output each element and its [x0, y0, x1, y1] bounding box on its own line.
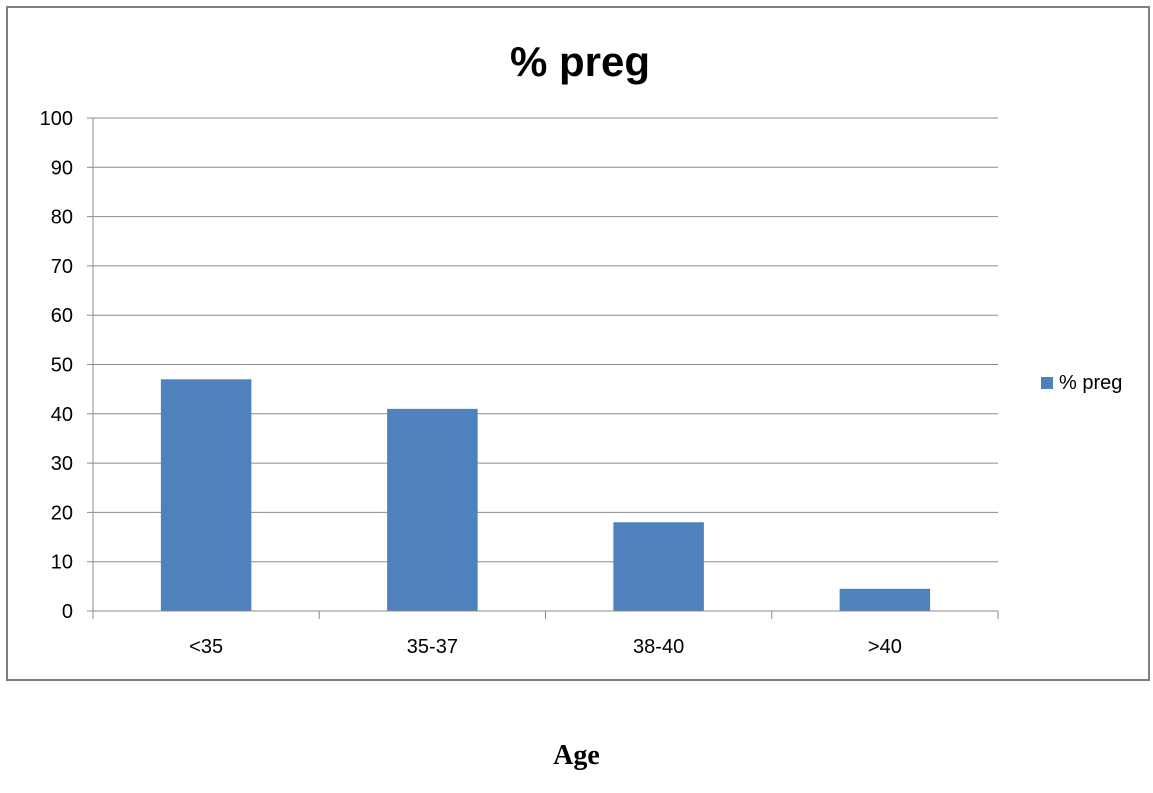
chart-title: % preg	[509, 38, 651, 85]
bar-1	[160, 379, 252, 611]
y-tick-label: 90	[51, 157, 73, 179]
x-tick-label: 38-40	[633, 636, 684, 658]
y-tick-label: 0	[62, 601, 73, 623]
y-tick-labels: 0 10 20 30 40 50 60 70 80 90 100	[40, 108, 73, 623]
x-tick-label: <35	[189, 636, 223, 658]
x-tick-labels: <35 35-37 38-40 >40	[189, 636, 902, 658]
legend-swatch	[1041, 377, 1053, 389]
bar-3	[613, 522, 704, 611]
bars	[160, 379, 931, 611]
y-tick-label: 60	[51, 305, 73, 327]
y-tick-label: 40	[51, 404, 73, 426]
x-axis-label: Age	[553, 740, 600, 771]
y-tick-label: 70	[51, 256, 73, 278]
x-tick-label: >40	[868, 636, 902, 658]
bar-2	[387, 408, 478, 611]
y-tick-label: 30	[51, 453, 73, 475]
chart-area: % preg 0 10 20 30 40 50 60 70 80 90 100 <35 35-37 38…	[6, 6, 1150, 681]
x-tick-label: 35-37	[407, 636, 458, 658]
bar-4	[839, 588, 931, 611]
y-tick-label: 100	[40, 108, 73, 130]
legend: % preg	[1041, 372, 1122, 394]
y-tick-label: 20	[51, 502, 73, 524]
y-tick-label: 50	[51, 355, 73, 377]
y-tick-label: 10	[51, 552, 73, 574]
axes	[87, 117, 999, 619]
y-tick-label: 80	[51, 207, 73, 229]
legend-label: % preg	[1059, 372, 1122, 394]
